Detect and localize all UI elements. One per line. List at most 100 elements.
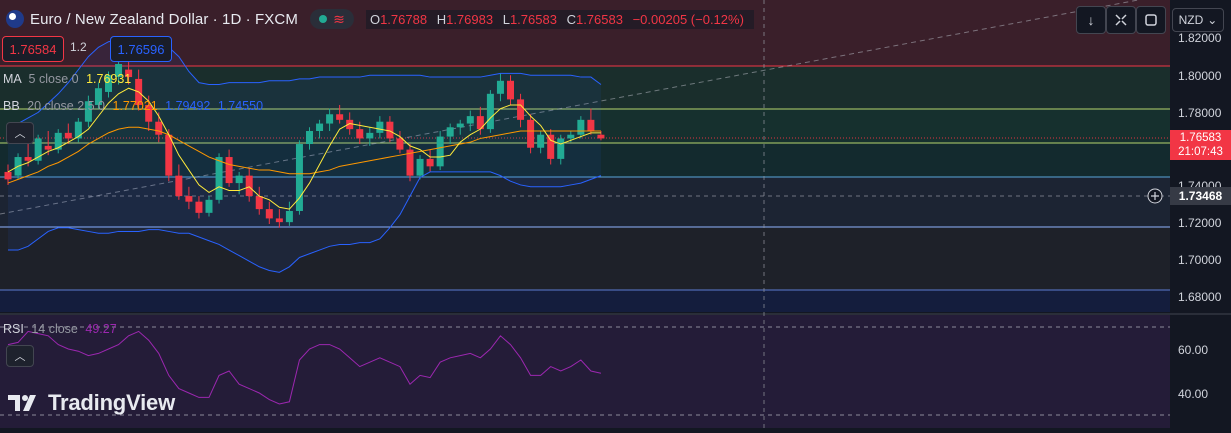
candle-body — [547, 134, 555, 159]
bollinger-fill — [8, 39, 601, 273]
currency-selector[interactable]: NZD ⌄ — [1172, 8, 1224, 32]
chevron-up-icon: ︿ — [14, 351, 26, 363]
legend-collapse-button[interactable]: ︿ — [6, 122, 34, 144]
candle-body — [265, 209, 273, 219]
rsi-line — [7, 330, 602, 405]
ohlc-close-key: C — [566, 11, 576, 27]
rsi-axis-label: 40.00 — [1178, 387, 1209, 401]
legend-bb[interactable]: BB 20 close 2.5 0 1.77021 1.79492 1.7455… — [3, 99, 263, 113]
candle-body — [245, 175, 253, 197]
spread-value: 1.2 — [70, 40, 87, 54]
price-label: 1.72000 — [1178, 216, 1222, 230]
price-label: 1.70000 — [1178, 253, 1222, 267]
candle-body — [165, 134, 173, 176]
eu-flag-icon — [6, 10, 24, 28]
candle-body — [215, 157, 223, 200]
price-label: 1.80000 — [1178, 69, 1222, 83]
candle-body — [64, 132, 72, 139]
candle-body — [155, 121, 163, 135]
candle-body — [466, 116, 474, 124]
candle-body — [527, 119, 535, 148]
candle-body — [386, 121, 394, 139]
bb-upper-value: 1.79492 — [165, 99, 211, 113]
symbol-header: Euro / New Zealand Dollar · 1D · FXCM ≋ … — [0, 6, 754, 32]
bb-params: 20 close 2.5 0 — [27, 99, 106, 113]
price-label: 1.82000 — [1178, 31, 1222, 45]
sell-price-button[interactable]: 1.76584 — [2, 36, 64, 62]
candle-body — [175, 175, 183, 197]
tradingview-logo[interactable]: TradingView — [8, 390, 175, 416]
candle-body — [4, 171, 12, 180]
bollinger-lower-line — [8, 171, 602, 273]
candle-body — [84, 101, 92, 122]
zone-blue-grey — [0, 177, 1170, 227]
candle-body — [396, 138, 404, 150]
market-status-pill[interactable]: ≋ — [309, 9, 354, 29]
rsi-params: 14 close — [31, 322, 78, 336]
ma-name: MA — [3, 72, 22, 86]
candle-body — [456, 123, 464, 128]
current-price: 1.76583 — [1179, 132, 1222, 144]
buy-price-button[interactable]: 1.76596 — [110, 36, 172, 62]
collapse-icon — [1115, 14, 1127, 26]
bb-name: BB — [3, 99, 20, 113]
current-price-tag: 1.76583 21:07:43 — [1170, 130, 1231, 160]
ohlc-low-value: 1.76583 — [509, 11, 557, 27]
candle-body — [125, 69, 133, 78]
zone-green-upper — [0, 66, 1170, 109]
logo-text: TradingView — [48, 390, 175, 415]
bollinger-basis-line — [7, 126, 601, 184]
market-open-dot-icon — [319, 15, 328, 23]
collapse-button[interactable] — [1106, 6, 1136, 34]
candle-body — [537, 134, 545, 148]
zone-navy — [0, 290, 1170, 312]
candle-body — [185, 196, 193, 202]
candle-body — [416, 158, 424, 176]
candle-body — [517, 99, 525, 120]
candle-body — [306, 131, 313, 145]
scroll-down-button[interactable]: ↓ — [1076, 6, 1106, 34]
rsi-axis-label: 60.00 — [1178, 343, 1209, 357]
candle-body — [577, 119, 585, 135]
crosshair-price-tag: 1.73468 — [1170, 187, 1231, 205]
zone-teal-dark — [0, 143, 1170, 177]
ma-value: 1.76931 — [86, 72, 132, 86]
fullscreen-icon — [1145, 14, 1157, 26]
arrow-down-icon: ↓ — [1087, 12, 1095, 28]
rsi-collapse-button[interactable]: ︿ — [6, 345, 34, 367]
ohlc-open-key: O — [369, 11, 381, 27]
candle-body — [356, 129, 364, 139]
ohlc-high-key: H — [436, 11, 447, 27]
candle-body — [336, 114, 344, 120]
candle-body — [225, 157, 233, 184]
candle-body — [115, 64, 123, 78]
legend-ma[interactable]: MA 5 close 0 1.76931 — [3, 72, 131, 86]
candle-body — [145, 104, 153, 122]
candle-body — [436, 136, 444, 167]
candle-body — [496, 80, 504, 94]
candle-body — [94, 88, 102, 105]
bb-lower-value: 1.74550 — [217, 99, 264, 113]
candle-body — [285, 210, 293, 223]
candle-body — [597, 134, 605, 139]
candle-body — [275, 218, 283, 223]
candle-body — [295, 144, 303, 211]
currency-label: NZD — [1178, 13, 1204, 27]
ohlc-open-value: 1.76788 — [380, 11, 428, 27]
candle-body — [406, 149, 414, 176]
candle-body — [235, 175, 243, 184]
candle-body — [34, 138, 42, 161]
candle-body — [446, 127, 454, 137]
candle-body — [557, 138, 565, 159]
fullscreen-button[interactable] — [1136, 6, 1166, 34]
symbol-title[interactable]: Euro / New Zealand Dollar · 1D · FXCM — [30, 10, 298, 28]
ohlc-close-value: 1.76583 — [575, 11, 623, 27]
candle-body — [587, 119, 595, 131]
candle-body — [326, 114, 334, 124]
candle-body — [426, 158, 434, 167]
ohlc-low-key: L — [502, 11, 510, 27]
bar-countdown: 21:07:43 — [1178, 146, 1223, 158]
legend-rsi[interactable]: RSI 14 close 49.27 — [3, 322, 117, 336]
